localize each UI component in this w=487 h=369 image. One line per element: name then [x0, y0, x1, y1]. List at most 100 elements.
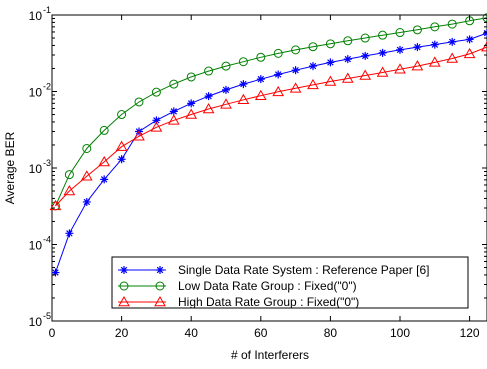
series-2-point [360, 33, 370, 43]
series-2-point [151, 87, 161, 97]
series-1-point [239, 80, 248, 89]
series-1-point [204, 92, 213, 101]
series-3-point [115, 140, 128, 151]
series-3-point [202, 103, 215, 114]
legend-label-1: Single Data Rate System : Reference Pape… [178, 263, 429, 277]
legend-label-2: Low Data Rate Group : Fixed("0") [178, 279, 357, 293]
series-3-point [80, 170, 93, 181]
series-2-point [273, 48, 283, 58]
series-3-point [254, 89, 267, 100]
series-1-point [291, 66, 300, 75]
legend-marker-2 [155, 281, 165, 291]
series-2-line [55, 17, 487, 207]
series-3-point [341, 72, 354, 83]
series-1-point [256, 75, 265, 84]
series-3-point [463, 47, 476, 59]
series-1-point [396, 45, 404, 54]
x-tick-label: 100 [390, 326, 410, 340]
series-2-point [204, 66, 214, 76]
series-1-point [222, 85, 230, 94]
series-2-point [482, 13, 487, 23]
y-tick-exponent: -3 [43, 158, 51, 168]
y-tick-label: 10 [29, 239, 43, 253]
series-2-point [412, 25, 422, 35]
series-3-point [49, 199, 62, 211]
x-tick-label: 20 [115, 326, 129, 340]
series-2-point [378, 30, 388, 40]
series-2-point [117, 110, 127, 120]
y-axis-label: Average BER [3, 131, 17, 204]
legend-marker-1 [120, 266, 128, 274]
y-tick-label: 10 [29, 86, 43, 100]
series-2-point [169, 79, 179, 89]
x-tick-label: 80 [324, 326, 338, 340]
y-tick-label: 10 [29, 9, 43, 23]
series-3-point [237, 93, 250, 105]
series-3-point [63, 185, 76, 196]
series-1-point [361, 51, 370, 60]
series-3-point [150, 121, 163, 132]
y-tick-label: 10 [29, 162, 43, 176]
series-2-point [447, 19, 457, 29]
series-2-point [291, 45, 301, 55]
x-tick-label: 40 [185, 326, 199, 340]
series-3 [49, 41, 487, 211]
series-2 [50, 13, 487, 211]
series-1-point [169, 107, 178, 116]
series-2-point [395, 28, 405, 38]
series-2-point [325, 39, 335, 49]
legend-marker-1 [156, 266, 164, 274]
legend-marker-3 [118, 295, 130, 307]
legend-box [111, 256, 469, 309]
series-1-point [82, 197, 91, 206]
x-axis-label: # of Interferers [231, 348, 309, 362]
y-tick-label: 10 [29, 315, 43, 329]
series-2-point [186, 72, 196, 82]
series-2-point [221, 61, 231, 71]
series-3-point [359, 69, 372, 80]
series-1-point [51, 268, 60, 277]
x-tick-label: 60 [254, 326, 268, 340]
series-3-point [272, 85, 285, 97]
x-tick-label: 0 [49, 326, 56, 340]
series-3-point [307, 78, 319, 90]
series-1-point [100, 175, 109, 184]
series-layer [49, 13, 487, 277]
series-2-point [430, 22, 440, 32]
series-3-point [394, 63, 406, 74]
legend-marker-2 [119, 281, 129, 291]
series-1-point [187, 99, 196, 108]
series-2-point [308, 42, 318, 52]
series-1-point [309, 62, 317, 71]
series-2-point [99, 125, 109, 135]
legend-marker-3 [154, 295, 166, 307]
y-tick-exponent: -4 [43, 235, 51, 245]
y-tick-exponent: -5 [43, 311, 51, 321]
series-2-point [82, 143, 92, 153]
series-1-point [65, 229, 74, 238]
series-3-point [324, 75, 337, 86]
series-3-point [428, 56, 441, 67]
series-3-point [446, 52, 459, 63]
series-1-point [413, 43, 422, 52]
series-3-point [376, 66, 389, 77]
series-1-point [448, 37, 457, 46]
y-tick-exponent: -2 [43, 82, 51, 92]
series-2-point [134, 97, 144, 107]
series-3-point [289, 82, 302, 93]
series-1-point [465, 35, 474, 44]
series-2-point [256, 52, 266, 62]
series-2-point [238, 57, 248, 67]
series-3-point [411, 60, 424, 71]
series-1-point [378, 48, 387, 57]
series-3-point [167, 114, 180, 125]
series-1-point [326, 58, 335, 67]
series-3-point [481, 41, 487, 52]
series-3-point [133, 130, 145, 141]
series-1-point [274, 70, 283, 79]
series-1-point [343, 55, 352, 64]
legend: Single Data Rate System : Reference Pape… [111, 256, 469, 309]
series-3-point [220, 98, 232, 109]
